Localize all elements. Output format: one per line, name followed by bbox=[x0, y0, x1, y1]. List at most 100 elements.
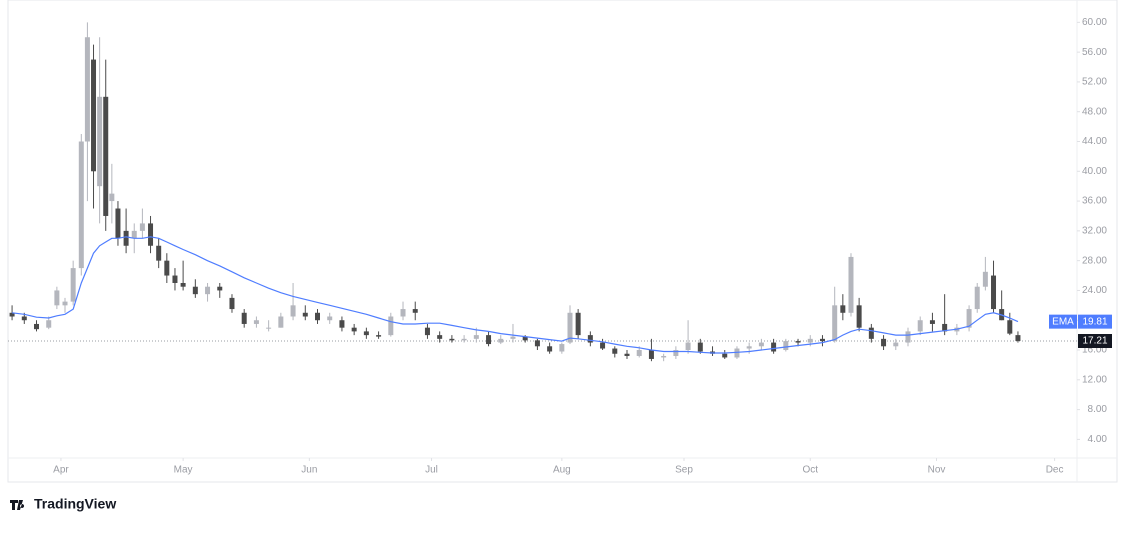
candle-body bbox=[437, 335, 443, 339]
candle-body bbox=[217, 286, 223, 291]
candle-body bbox=[575, 312, 581, 336]
candle-body bbox=[758, 342, 764, 347]
candle-body bbox=[78, 141, 84, 269]
candle-body bbox=[461, 338, 467, 341]
candle-body bbox=[746, 346, 752, 349]
candle-body bbox=[339, 320, 345, 328]
candle-body bbox=[510, 336, 516, 339]
y-tick-label: 8.00 bbox=[1088, 404, 1108, 415]
candle-body bbox=[486, 335, 492, 345]
candle-body bbox=[881, 338, 887, 347]
y-tick-label: 32.00 bbox=[1082, 226, 1107, 237]
candle-body bbox=[661, 355, 667, 358]
candle-body bbox=[97, 96, 103, 187]
candle-body bbox=[600, 342, 606, 349]
y-tick-label: 44.00 bbox=[1082, 136, 1107, 147]
candle-body bbox=[164, 260, 170, 276]
ema-value-box bbox=[1078, 314, 1112, 329]
candle-body bbox=[1015, 335, 1021, 342]
candle-body bbox=[783, 341, 789, 351]
last-price-box bbox=[1078, 334, 1112, 349]
candle-body bbox=[697, 342, 703, 352]
candle-body bbox=[172, 275, 178, 283]
y-tick-label: 12.00 bbox=[1082, 374, 1107, 385]
candle-body bbox=[856, 305, 862, 328]
candle-body bbox=[139, 223, 145, 231]
candles bbox=[9, 22, 1021, 362]
candle-body bbox=[70, 268, 76, 302]
x-tick-label: Oct bbox=[802, 465, 818, 476]
candle-body bbox=[278, 316, 284, 328]
x-tick-label: Jul bbox=[425, 465, 438, 476]
candle-body bbox=[388, 316, 394, 336]
candle-body bbox=[290, 305, 296, 317]
candle-body bbox=[942, 323, 948, 332]
candle-body bbox=[156, 245, 162, 261]
candle-body bbox=[351, 327, 357, 332]
candle-body bbox=[62, 301, 68, 306]
candle-body bbox=[991, 275, 997, 310]
candle-body bbox=[547, 346, 553, 352]
x-tick-label: Aug bbox=[553, 465, 571, 476]
candle-body bbox=[673, 350, 679, 356]
candle-body bbox=[400, 309, 406, 317]
candle-body bbox=[302, 312, 308, 317]
candle-body bbox=[21, 316, 27, 321]
candle-body bbox=[929, 320, 935, 324]
candle-body bbox=[266, 327, 272, 329]
x-tick-label: Dec bbox=[1046, 465, 1064, 476]
candle-body bbox=[449, 338, 455, 341]
candle-body bbox=[315, 312, 321, 321]
candle-body bbox=[893, 342, 899, 347]
candle-body bbox=[567, 312, 573, 343]
candle-body bbox=[103, 96, 109, 216]
candle-body bbox=[771, 342, 777, 352]
x-tick-label: Sep bbox=[675, 465, 693, 476]
y-tick-label: 28.00 bbox=[1082, 255, 1107, 266]
candle-body bbox=[46, 320, 52, 328]
candle-body bbox=[363, 331, 369, 336]
candle-body bbox=[905, 331, 911, 343]
candle-body bbox=[34, 323, 40, 330]
ema-value: 19.81 bbox=[1082, 316, 1107, 327]
ema-name: EMA bbox=[1052, 316, 1074, 327]
candle-body bbox=[253, 320, 259, 324]
candle-body bbox=[109, 193, 115, 202]
y-tick-label: 60.00 bbox=[1082, 17, 1107, 28]
y-tick-label: 4.00 bbox=[1088, 434, 1108, 445]
candle-body bbox=[636, 350, 642, 356]
y-tick-label: 40.00 bbox=[1082, 166, 1107, 177]
candle-body bbox=[795, 341, 801, 343]
last-price: 17.21 bbox=[1082, 336, 1107, 347]
candle-body bbox=[424, 327, 430, 336]
candle-body bbox=[522, 336, 528, 341]
x-tick-label: Jun bbox=[301, 465, 317, 476]
candle-body bbox=[131, 230, 137, 239]
candle-body bbox=[868, 327, 874, 339]
logo-icon bbox=[10, 500, 25, 510]
candle-body bbox=[534, 340, 540, 347]
candle-body bbox=[974, 286, 980, 310]
candle-body bbox=[9, 312, 15, 317]
candle-body bbox=[115, 208, 121, 239]
candle-body bbox=[1007, 320, 1013, 334]
x-tick-label: May bbox=[174, 465, 193, 476]
candle-body bbox=[832, 305, 838, 342]
candle-body bbox=[966, 309, 972, 328]
logo: TradingView bbox=[10, 496, 116, 512]
candle-body bbox=[148, 223, 154, 246]
candle-body bbox=[722, 353, 728, 358]
candle-body bbox=[982, 271, 988, 287]
ema-line bbox=[12, 236, 1019, 354]
candle-body bbox=[685, 342, 691, 351]
y-tick-label: 16.00 bbox=[1082, 345, 1107, 356]
candle-body bbox=[807, 338, 813, 343]
candle-body bbox=[587, 335, 593, 343]
candle-body bbox=[624, 353, 630, 356]
candle-body bbox=[84, 37, 90, 142]
candle-body bbox=[648, 350, 654, 359]
candle-body bbox=[180, 282, 186, 287]
candle-body bbox=[54, 290, 60, 306]
